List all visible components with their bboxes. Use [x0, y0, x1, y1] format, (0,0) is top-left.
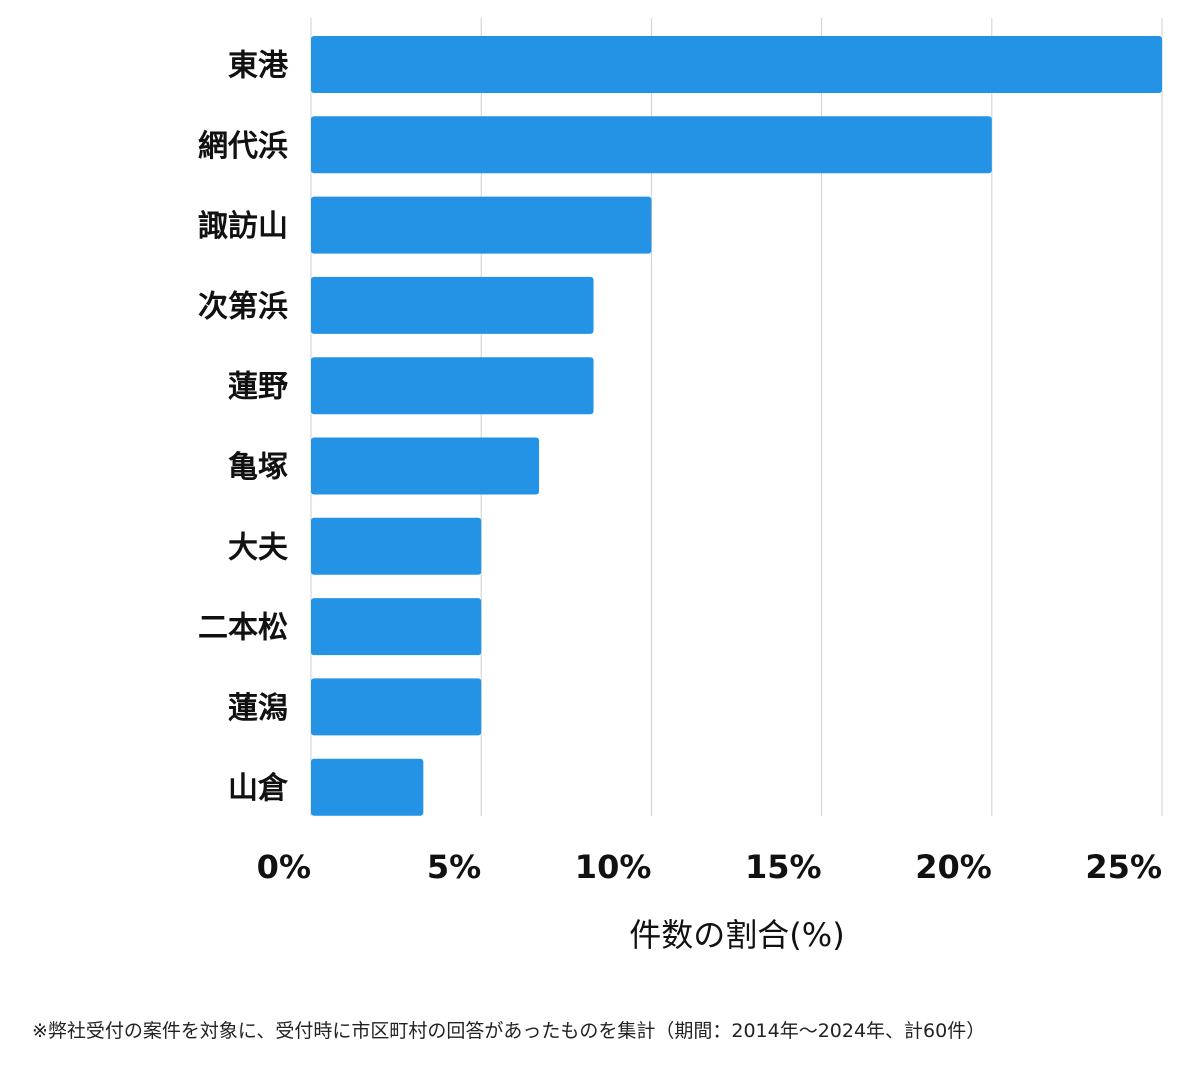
category-label: 次第浜 [198, 289, 288, 324]
category-label: 蓮野 [228, 370, 288, 405]
bar [311, 598, 482, 656]
bar [311, 437, 540, 495]
category-label: 山倉 [228, 771, 289, 806]
bar [311, 758, 424, 816]
bar [311, 36, 1162, 93]
bar [311, 276, 594, 334]
bars [311, 36, 1162, 816]
x-tick-label: 5% [427, 848, 481, 886]
category-label: 二本松 [198, 611, 288, 646]
x-tick-labels: 0% 5% 10% 15% 20% 25% [257, 848, 1162, 886]
category-label: 東港 [228, 49, 289, 84]
x-tick-label: 10% [575, 848, 652, 886]
footnote: ※弊社受付の案件を対象に、受付時に市区町村の回答があったものを集計（期間：201… [32, 1020, 986, 1042]
category-label: 大夫 [228, 530, 289, 565]
category-label: 亀塚 [228, 450, 288, 485]
x-tick-label: 0% [257, 848, 311, 886]
x-tick-label: 15% [745, 848, 822, 886]
category-label: 諏訪山 [198, 209, 288, 244]
category-label: 蓮潟 [228, 691, 288, 726]
x-tick-label: 25% [1085, 848, 1162, 886]
bar [311, 678, 482, 736]
bar [311, 116, 992, 174]
x-axis-title: 件数の割合(%) [629, 916, 844, 954]
bar [311, 357, 594, 415]
x-tick-label: 20% [915, 848, 992, 886]
bar [311, 196, 652, 254]
category-label: 網代浜 [198, 129, 288, 164]
bar [311, 517, 482, 575]
